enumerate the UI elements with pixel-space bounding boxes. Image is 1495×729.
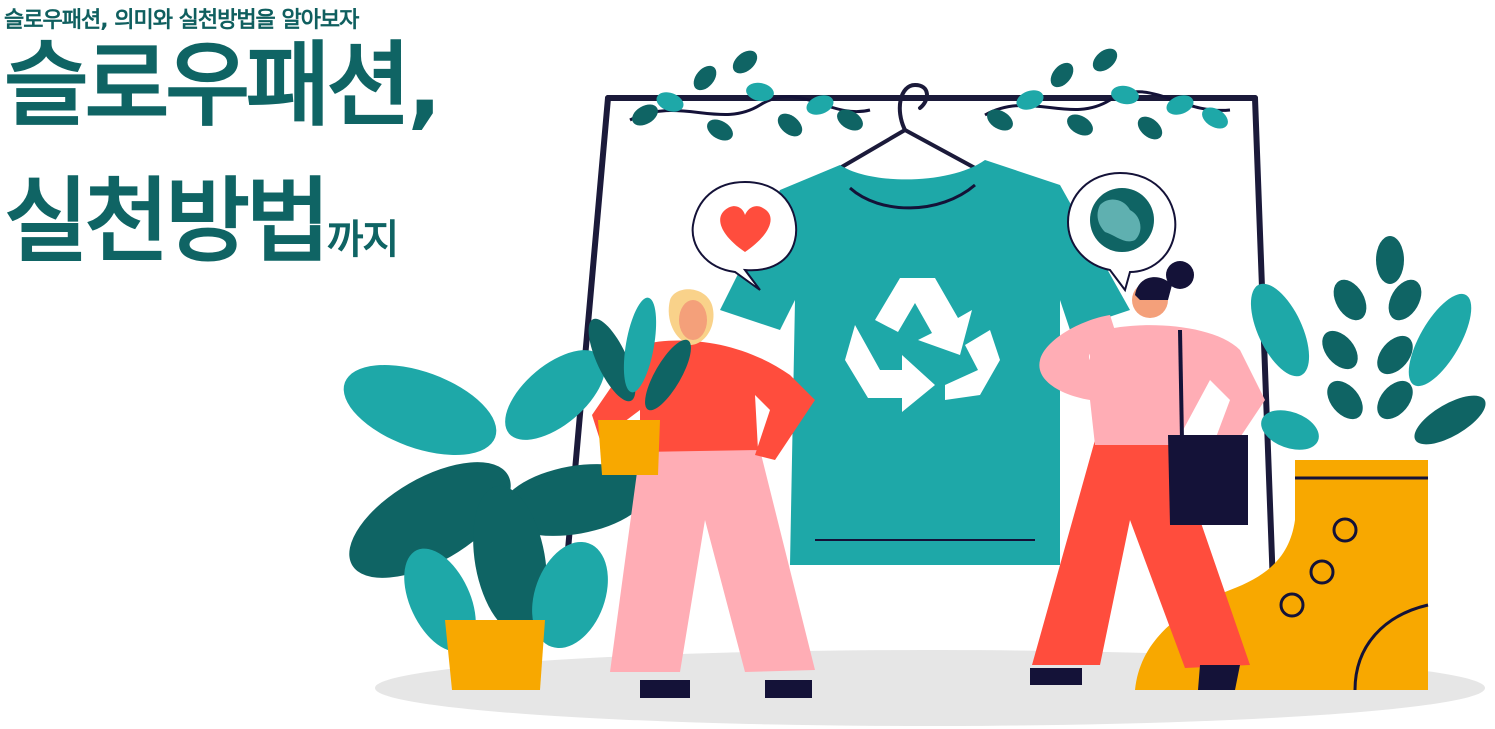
t-shirt <box>720 160 1130 565</box>
page-title-line1: 슬로우패션, <box>4 32 442 139</box>
hanger <box>838 82 977 170</box>
recycle-icon <box>845 278 1000 412</box>
plant-left-large <box>343 350 650 690</box>
globe-speech-bubble <box>1066 171 1177 293</box>
title-main: 실천방법 <box>4 168 331 275</box>
vine-left <box>629 50 871 141</box>
woman-left <box>588 289 815 698</box>
heart-icon <box>720 206 771 252</box>
heart-speech-bubble <box>691 180 798 291</box>
page-title-line2: 실천방법까지 <box>4 176 400 268</box>
vine-right <box>984 48 1231 140</box>
plant-right <box>1250 236 1486 450</box>
page-subtitle: 슬로우패션, 의미와 실천방법을 알아보자 <box>4 8 359 33</box>
woman-right <box>1030 261 1265 690</box>
title-suffix: 까지 <box>326 217 400 263</box>
